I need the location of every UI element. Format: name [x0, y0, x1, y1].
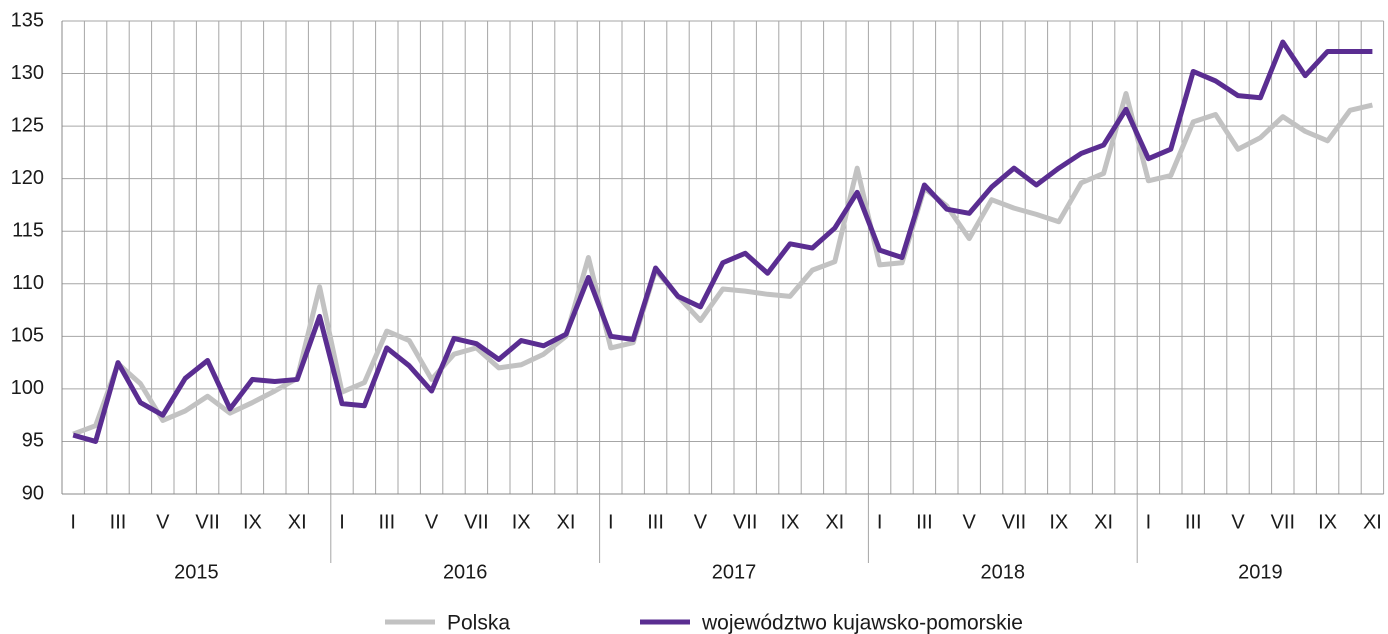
x-tick-label: IX: [781, 511, 800, 533]
x-tick-label: III: [378, 511, 395, 533]
x-tick-label: I: [1146, 511, 1152, 533]
x-tick-label: IX: [243, 511, 262, 533]
year-label: 2017: [712, 561, 757, 583]
x-tick-label: V: [963, 511, 977, 533]
x-tick-label: VII: [464, 511, 488, 533]
x-tick-label: IX: [1049, 511, 1068, 533]
y-tick-label: 100: [11, 377, 44, 399]
y-tick-label: 95: [22, 430, 44, 452]
x-tick-label: III: [110, 511, 127, 533]
x-tick-label: IX: [512, 511, 531, 533]
x-tick-label: XI: [557, 511, 576, 533]
legend-label: Polska: [447, 612, 510, 634]
y-tick-label: 130: [11, 62, 44, 84]
x-tick-label: VII: [1271, 511, 1295, 533]
year-label: 2015: [174, 561, 219, 583]
year-label: 2016: [443, 561, 488, 583]
x-tick-label: III: [1185, 511, 1202, 533]
x-tick-label: VII: [195, 511, 219, 533]
year-label: 2019: [1238, 561, 1283, 583]
y-tick-label: 105: [11, 325, 44, 347]
x-tick-label: III: [916, 511, 933, 533]
y-tick-label: 115: [12, 220, 44, 242]
x-tick-label: VII: [733, 511, 757, 533]
x-tick-label: I: [608, 511, 614, 533]
y-tick-label: 90: [22, 482, 44, 504]
x-tick-label: III: [647, 511, 664, 533]
series-line: [72, 39, 1373, 444]
x-tick-label: XI: [288, 511, 307, 533]
y-tick-label: 135: [11, 9, 44, 31]
x-tick-label: V: [1231, 511, 1245, 533]
x-tick-label: I: [339, 511, 345, 533]
x-tick-label: V: [156, 511, 170, 533]
x-tick-label: XI: [825, 511, 844, 533]
y-tick-label: 120: [11, 167, 44, 189]
x-tick-label: XI: [1363, 511, 1382, 533]
x-tick-label: XI: [1094, 511, 1113, 533]
y-tick-label: 125: [11, 114, 44, 136]
x-tick-label: I: [877, 511, 883, 533]
legend-label: województwo kujawsko-pomorskie: [701, 612, 1023, 634]
y-tick-label: 110: [12, 272, 44, 294]
year-label: 2018: [981, 561, 1026, 583]
x-tick-label: IX: [1318, 511, 1337, 533]
x-tick-label: VII: [1002, 511, 1026, 533]
x-tick-label: V: [425, 511, 439, 533]
x-tick-label: V: [694, 511, 708, 533]
x-tick-label: I: [70, 511, 76, 533]
